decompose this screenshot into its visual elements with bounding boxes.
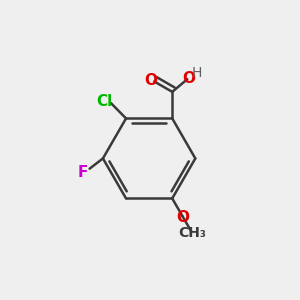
Text: CH₃: CH₃ (178, 226, 206, 240)
Text: O: O (176, 210, 189, 225)
Text: O: O (182, 71, 195, 86)
Text: H: H (192, 67, 202, 80)
Text: Cl: Cl (96, 94, 112, 110)
Text: F: F (78, 165, 88, 180)
Text: O: O (145, 73, 158, 88)
